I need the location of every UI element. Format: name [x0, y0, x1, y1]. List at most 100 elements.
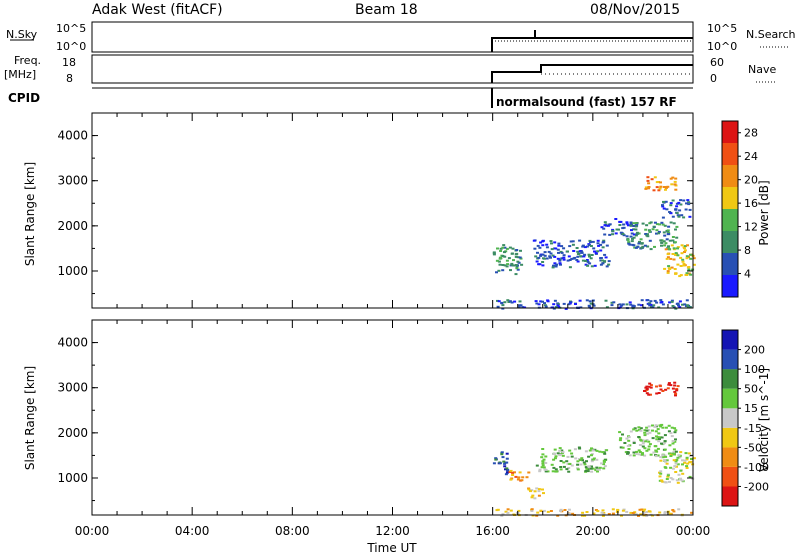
data-cell: [586, 264, 590, 267]
colorbar-bin: [722, 427, 738, 448]
colorbar-bin: [722, 121, 738, 143]
data-cell: [647, 393, 651, 396]
data-cell: [591, 240, 595, 243]
data-cell: [641, 442, 645, 445]
data-cell: [658, 436, 662, 439]
data-cell: [578, 299, 582, 302]
data-cell: [535, 464, 539, 467]
data-cell: [509, 269, 512, 272]
data-cell: [540, 466, 544, 469]
data-cell: [603, 260, 606, 263]
data-cell: [513, 300, 517, 303]
data-cell: [652, 304, 656, 307]
data-cell: [628, 301, 632, 304]
date-label: 08/Nov/2015: [590, 2, 680, 18]
data-cell: [681, 472, 685, 475]
data-cell: [664, 242, 668, 245]
data-cell: [591, 449, 595, 452]
data-cell: [590, 265, 594, 268]
data-cell: [648, 382, 652, 385]
data-cell: [667, 383, 671, 386]
data-cell: [686, 462, 690, 465]
y-tick-label: 3000: [57, 381, 88, 395]
x-tick-label: 12:00: [375, 524, 410, 538]
data-cell: [623, 442, 627, 444]
data-cell: [671, 215, 675, 218]
data-cell: [676, 214, 680, 217]
data-cell: [516, 256, 520, 259]
data-cell: [662, 207, 666, 210]
data-cell: [689, 460, 693, 463]
data-cell: [567, 470, 571, 473]
data-cell: [657, 432, 661, 435]
data-cell: [593, 264, 597, 267]
data-cell: [659, 181, 662, 184]
data-cell: [534, 300, 538, 303]
power-y-axis: 1000 2000 3000 4000: [57, 129, 693, 295]
data-cell: [587, 465, 591, 468]
data-cell: [639, 439, 643, 442]
data-cell: [685, 202, 688, 205]
data-cell: [633, 246, 637, 249]
data-cell: [606, 224, 610, 227]
data-cell: [667, 225, 671, 228]
data-cell: [688, 208, 692, 211]
data-cell: [568, 259, 572, 261]
data-cell: [634, 228, 638, 231]
data-cell: [552, 303, 556, 306]
data-cell: [531, 494, 535, 497]
data-cell: [678, 275, 682, 278]
data-cell: [647, 229, 651, 232]
data-cell: [676, 463, 680, 466]
data-cell: [541, 300, 544, 303]
station-title: Adak West (fitACF): [92, 2, 223, 18]
data-cell: [510, 264, 514, 266]
data-cell: [680, 252, 684, 255]
data-cell: [535, 487, 539, 490]
data-cell: [509, 478, 513, 481]
data-cell: [532, 239, 536, 242]
data-cell: [492, 462, 496, 465]
data-cell: [638, 451, 642, 453]
data-cell: [654, 445, 658, 448]
data-cell: [667, 424, 671, 427]
data-cell: [644, 187, 648, 190]
data-cell: [661, 454, 665, 457]
data-cell: [505, 452, 509, 455]
freq-unit-label: [MHz]: [4, 68, 36, 81]
data-cell: [660, 479, 664, 482]
data-cell: [562, 254, 566, 257]
data-cell: [535, 302, 539, 305]
data-cell: [665, 208, 669, 211]
data-cell: [641, 440, 645, 443]
data-cell: [503, 264, 507, 267]
power-colorbar-label: Power [dB]: [757, 180, 771, 245]
data-cell: [680, 479, 684, 482]
data-cell: [668, 512, 672, 515]
data-cell: [653, 221, 657, 224]
data-cell: [569, 240, 573, 243]
data-cell: [649, 384, 653, 387]
n-sky-tick-low: 10^0: [56, 40, 86, 53]
data-cell: [585, 299, 589, 302]
data-cell: [581, 514, 584, 517]
data-cell: [663, 454, 667, 457]
data-cell: [685, 299, 689, 302]
data-cell: [649, 386, 653, 389]
data-cell: [635, 231, 639, 234]
data-cell: [661, 303, 665, 306]
data-cell: [676, 263, 680, 266]
data-cell: [637, 426, 641, 429]
data-cell: [501, 255, 505, 257]
data-cell: [578, 250, 582, 253]
data-cell: [575, 259, 579, 261]
data-cell: [576, 463, 580, 466]
data-cell: [492, 251, 496, 254]
data-cell: [503, 255, 507, 258]
data-cell: [579, 255, 583, 258]
data-cell: [648, 230, 652, 233]
data-cell: [507, 257, 511, 260]
data-cell: [520, 263, 524, 266]
data-cell: [511, 247, 515, 250]
data-cell: [666, 256, 670, 259]
